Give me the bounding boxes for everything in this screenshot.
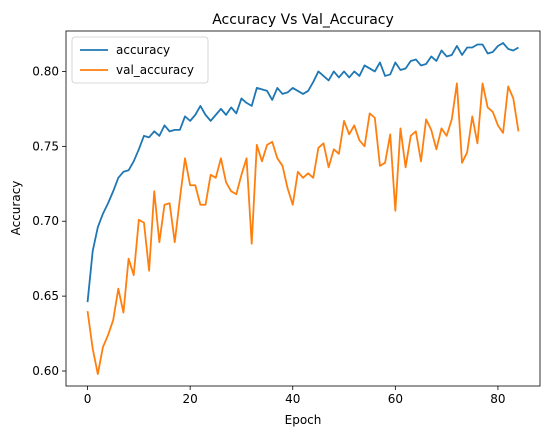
x-tick-label: 80 xyxy=(490,392,505,406)
y-tick-label: 0.70 xyxy=(32,214,59,228)
x-axis: 0 20 40 60 80 xyxy=(84,386,506,406)
y-tick-label: 0.65 xyxy=(32,289,59,303)
y-tick-label: 0.80 xyxy=(32,64,59,78)
legend-box xyxy=(71,36,209,84)
legend-label-val-accuracy: val_accuracy xyxy=(116,63,194,77)
y-tick-label: 0.60 xyxy=(32,364,59,378)
x-axis-label: Epoch xyxy=(285,413,322,427)
y-axis-label: Accuracy xyxy=(9,181,23,236)
x-tick-label: 60 xyxy=(388,392,403,406)
x-tick-label: 40 xyxy=(285,392,300,406)
legend-label-accuracy: accuracy xyxy=(116,43,170,57)
chart-title: Accuracy Vs Val_Accuracy xyxy=(212,12,394,28)
x-tick-label: 20 xyxy=(183,392,198,406)
plot-area xyxy=(65,30,541,387)
x-tick-label: 0 xyxy=(84,392,92,406)
series-line-val-accuracy xyxy=(86,82,520,375)
y-tick-label: 0.75 xyxy=(32,139,59,153)
series-layer xyxy=(86,42,520,375)
legend: accuracy val_accuracy xyxy=(71,36,209,84)
y-axis: 0.60 0.65 0.70 0.75 0.80 xyxy=(32,64,66,378)
series-line-accuracy xyxy=(86,42,519,303)
